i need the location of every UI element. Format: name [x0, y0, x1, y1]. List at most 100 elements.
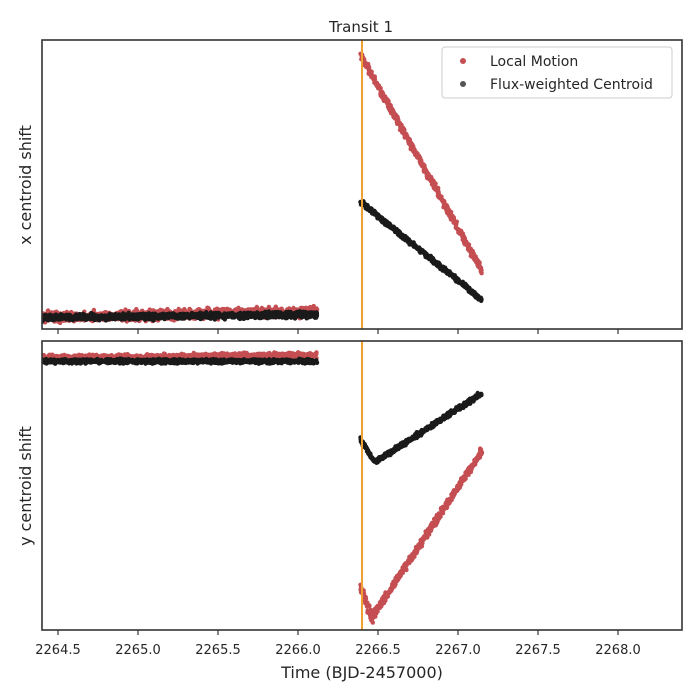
data-point [230, 315, 235, 320]
data-point [134, 307, 139, 312]
data-point [309, 352, 315, 357]
data-point [459, 230, 464, 235]
data-point [418, 158, 423, 163]
data-point [385, 99, 390, 104]
data-point [431, 183, 436, 188]
data-point [162, 316, 167, 322]
data-point [225, 351, 230, 356]
data-point [387, 222, 392, 227]
data-point [55, 314, 60, 319]
data-point [300, 309, 306, 314]
data-point [200, 353, 206, 358]
data-point [237, 314, 242, 319]
series-flux-weighted-centroid [42, 199, 484, 324]
data-point [214, 353, 220, 359]
data-point [394, 227, 399, 232]
data-point [379, 219, 385, 224]
data-point [254, 312, 259, 318]
data-point [166, 315, 171, 321]
panel-y-points [42, 350, 485, 625]
data-point [193, 313, 199, 318]
data-point [197, 353, 202, 358]
data-point [420, 250, 426, 255]
data-point [286, 352, 291, 357]
data-point [435, 193, 441, 198]
data-point [370, 210, 376, 216]
data-point [270, 313, 276, 318]
data-point [50, 316, 56, 321]
data-point [157, 313, 162, 319]
data-point [295, 350, 301, 355]
data-point [158, 307, 163, 312]
data-point [224, 313, 229, 319]
data-point [378, 86, 383, 91]
data-point [363, 594, 368, 600]
data-point [189, 313, 195, 318]
data-point [229, 352, 235, 358]
data-point [426, 172, 431, 177]
data-point [474, 259, 479, 264]
data-point [206, 314, 211, 319]
data-point [108, 316, 113, 321]
data-point [465, 243, 470, 248]
data-point [60, 313, 65, 319]
data-point [402, 131, 407, 137]
data-point [308, 304, 313, 310]
data-point [280, 351, 285, 356]
data-point [365, 610, 370, 615]
data-point [407, 239, 413, 245]
data-point [233, 313, 239, 318]
data-point [442, 201, 447, 206]
data-point [259, 305, 265, 311]
data-point [129, 354, 135, 359]
panel-y-centroid: 2264.5 2265.0 2265.5 2266.0 2266.5 2267.0 2267… [16, 340, 683, 658]
data-point [363, 601, 368, 606]
data-point [430, 258, 435, 263]
data-point [415, 153, 421, 158]
data-point [84, 314, 89, 320]
data-point [42, 315, 47, 320]
data-point [76, 314, 82, 319]
data-point [264, 312, 270, 317]
data-point [374, 83, 379, 88]
data-point [463, 281, 468, 287]
data-point [283, 314, 288, 319]
data-point [303, 305, 308, 310]
chart-title: Transit 1 [328, 18, 393, 36]
data-point [258, 312, 264, 317]
data-point [140, 315, 146, 320]
data-point [313, 351, 318, 357]
data-point [137, 311, 143, 317]
panel-x-centroid: x centroid shift [16, 39, 683, 334]
data-point [275, 314, 280, 319]
data-point [169, 315, 175, 320]
data-point [91, 307, 97, 313]
data-point [133, 314, 138, 319]
data-point [263, 353, 269, 358]
data-point [69, 316, 75, 321]
data-point [151, 353, 156, 358]
data-point [399, 124, 404, 129]
data-point [314, 310, 319, 315]
data-point [299, 313, 304, 318]
data-point [417, 245, 422, 250]
data-point [179, 315, 185, 320]
data-point [453, 275, 458, 280]
data-point [111, 316, 116, 321]
data-point [398, 233, 404, 238]
data-point [88, 353, 94, 358]
data-point [311, 303, 316, 309]
data-point [158, 353, 163, 358]
data-point [370, 620, 375, 625]
data-point [479, 271, 484, 276]
data-point [276, 352, 281, 358]
data-point [390, 225, 395, 230]
data-point [265, 316, 270, 321]
data-point [57, 320, 63, 326]
data-point [397, 230, 402, 235]
data-point [68, 354, 73, 360]
data-point [109, 312, 114, 317]
data-point [467, 286, 472, 291]
data-point [449, 216, 455, 221]
data-point [395, 115, 400, 120]
